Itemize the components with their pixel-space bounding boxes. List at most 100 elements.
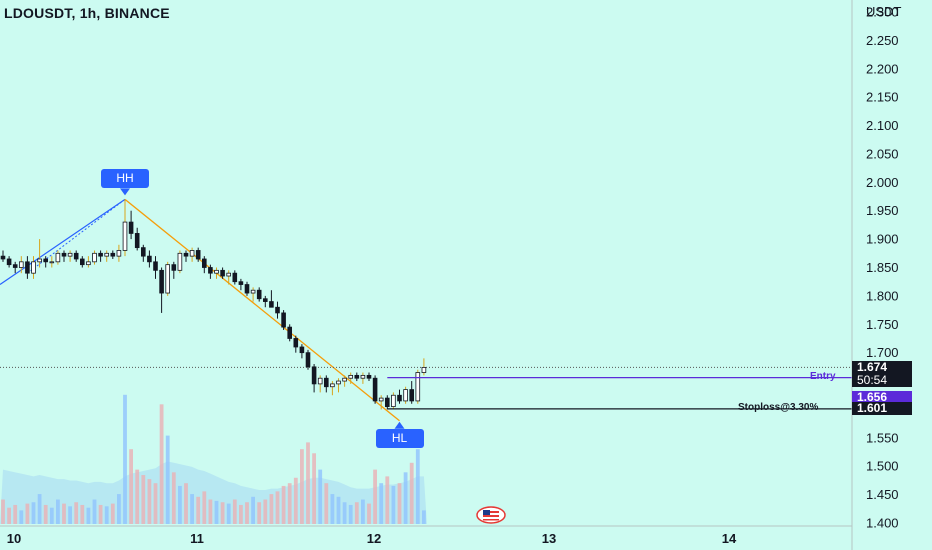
volume-bar xyxy=(361,499,365,524)
candle-body xyxy=(403,389,408,402)
price-tick-label: 1.700 xyxy=(866,345,899,360)
hh-marker-label: HH xyxy=(101,169,149,189)
volume-bar xyxy=(141,475,146,524)
volume-bar xyxy=(202,491,207,524)
candle-body xyxy=(208,267,213,274)
candle-body xyxy=(336,380,341,385)
candle-body xyxy=(73,252,79,260)
volume-bar xyxy=(379,483,384,524)
price-tick-label: 2.150 xyxy=(866,90,899,105)
candle-body xyxy=(311,366,317,385)
candle-body xyxy=(238,281,244,285)
time-tick-label: 13 xyxy=(542,531,556,546)
candle-body xyxy=(262,298,268,302)
candle-body xyxy=(384,397,390,408)
us-flag-icon[interactable] xyxy=(476,506,506,524)
candle-body xyxy=(269,301,274,308)
volume-bar xyxy=(409,462,414,524)
price-tick-label: 1.750 xyxy=(866,317,899,332)
volume-bar xyxy=(190,494,194,524)
volume-bar xyxy=(159,404,164,524)
volume-bar xyxy=(68,506,72,524)
volume-bar xyxy=(391,485,396,524)
candle-body xyxy=(43,258,48,263)
candle-body xyxy=(189,250,195,257)
volume-bar xyxy=(342,502,347,524)
volume-bar xyxy=(19,510,24,524)
candle-body xyxy=(183,252,189,257)
candle-body xyxy=(360,374,366,379)
candle-body xyxy=(201,258,207,268)
volume-bar xyxy=(287,483,292,524)
candle-body xyxy=(397,394,402,402)
candle-body xyxy=(49,261,55,264)
volume-bar xyxy=(269,494,274,524)
volume-bar xyxy=(129,449,133,524)
candle-body xyxy=(323,377,329,388)
candle-body xyxy=(232,272,238,283)
volume-bar xyxy=(257,502,262,524)
time-tick-label: 11 xyxy=(190,531,204,546)
candle-body xyxy=(275,306,280,314)
candle-body xyxy=(305,352,311,368)
volume-bar xyxy=(367,503,371,524)
candle-body xyxy=(256,289,262,300)
price-tick-label: 1.450 xyxy=(866,487,899,502)
volume-bar xyxy=(117,494,121,524)
candle-body xyxy=(342,377,347,382)
candle-body xyxy=(378,397,384,402)
hl-marker-pointer xyxy=(394,421,405,429)
candle-body xyxy=(61,252,67,257)
volume-bar xyxy=(263,499,268,524)
entry-price-tag: 1.656 xyxy=(852,390,912,404)
time-tick-label: 10 xyxy=(7,531,21,546)
volume-bar xyxy=(245,502,249,524)
price-tick-label: 2.200 xyxy=(866,61,899,76)
time-tick-label: 14 xyxy=(722,531,737,546)
price-tick-label: 1.550 xyxy=(866,430,899,445)
volume-bar xyxy=(98,504,103,524)
candle-body xyxy=(80,258,85,266)
hl-marker-label: HL xyxy=(375,428,424,448)
candle-body xyxy=(281,312,286,328)
candle-body xyxy=(287,326,292,339)
entry-line-label: Entry xyxy=(810,370,836,382)
candle-body xyxy=(415,372,421,402)
candle-body xyxy=(153,261,158,271)
candle-body xyxy=(12,264,18,268)
volume-bar xyxy=(171,472,176,524)
candle-body xyxy=(140,247,146,257)
uptrend-line xyxy=(0,198,126,286)
volume-bar xyxy=(385,476,390,524)
volume-bar xyxy=(13,504,18,524)
volume-bar xyxy=(86,507,91,524)
price-tick-label: 2.250 xyxy=(866,33,899,48)
volume-bar xyxy=(318,469,323,524)
volume-bar xyxy=(56,499,60,524)
volume-bar xyxy=(37,494,42,524)
volume-bar xyxy=(232,499,237,524)
candle-body xyxy=(214,269,219,274)
candle-body xyxy=(122,221,128,251)
time-tick-label: 12 xyxy=(367,531,381,546)
hh-marker-pointer xyxy=(120,188,130,196)
candle-body xyxy=(104,252,110,257)
candle-body xyxy=(330,383,335,388)
volume-bar xyxy=(1,499,5,524)
candle-body xyxy=(31,261,36,274)
candle-body xyxy=(177,252,183,271)
volume-bar xyxy=(104,506,109,524)
volume-bar xyxy=(354,502,359,524)
candle-body xyxy=(195,250,201,260)
candle-body xyxy=(25,261,30,274)
volume-bar xyxy=(110,503,115,524)
candle-body xyxy=(366,374,372,379)
symbol-title[interactable]: LDOUSDT, 1h, BINANCE xyxy=(4,5,170,21)
last-price-tag: 1.674 xyxy=(852,360,912,374)
price-tick-label: 1.850 xyxy=(866,260,899,275)
price-tick-label: 2.050 xyxy=(866,146,899,161)
candle-body xyxy=(147,255,152,263)
price-tick-label: 1.950 xyxy=(866,203,899,218)
